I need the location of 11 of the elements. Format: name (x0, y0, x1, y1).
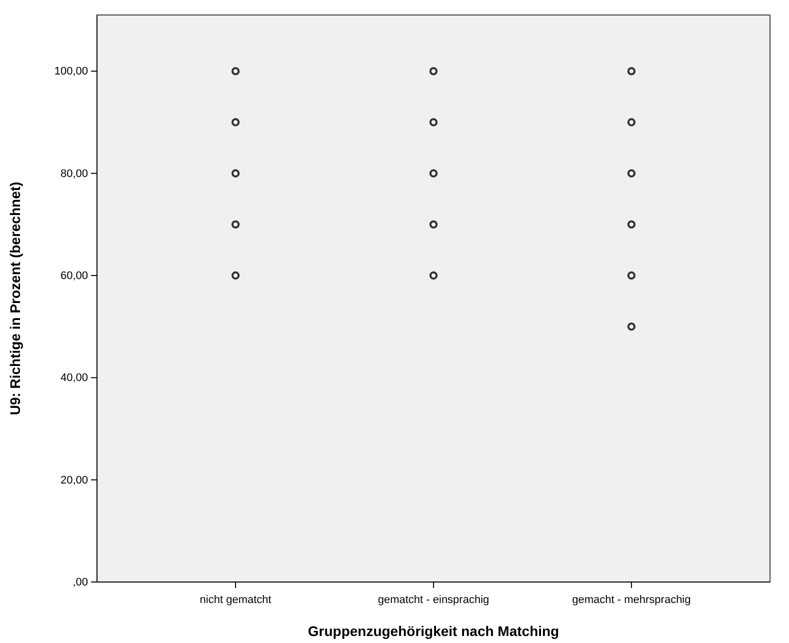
x-tick-label: gemacht - mehrsprachig (572, 594, 691, 606)
y-tick-label: 60,00 (60, 270, 88, 282)
y-tick-label: 100,00 (54, 66, 88, 78)
y-tick-label: 80,00 (60, 168, 88, 180)
x-tick-label: nicht gematcht (200, 594, 272, 606)
x-tick-label: gematcht - einsprachig (378, 594, 490, 606)
x-axis-title: Gruppenzugehörigkeit nach Matching (308, 623, 560, 639)
y-tick-label: 20,00 (60, 474, 88, 486)
y-axis-title: U9: Richtige in Prozent (berechnet) (7, 182, 23, 416)
y-tick-label: 40,00 (60, 372, 88, 384)
y-tick-label: ,00 (72, 576, 88, 589)
